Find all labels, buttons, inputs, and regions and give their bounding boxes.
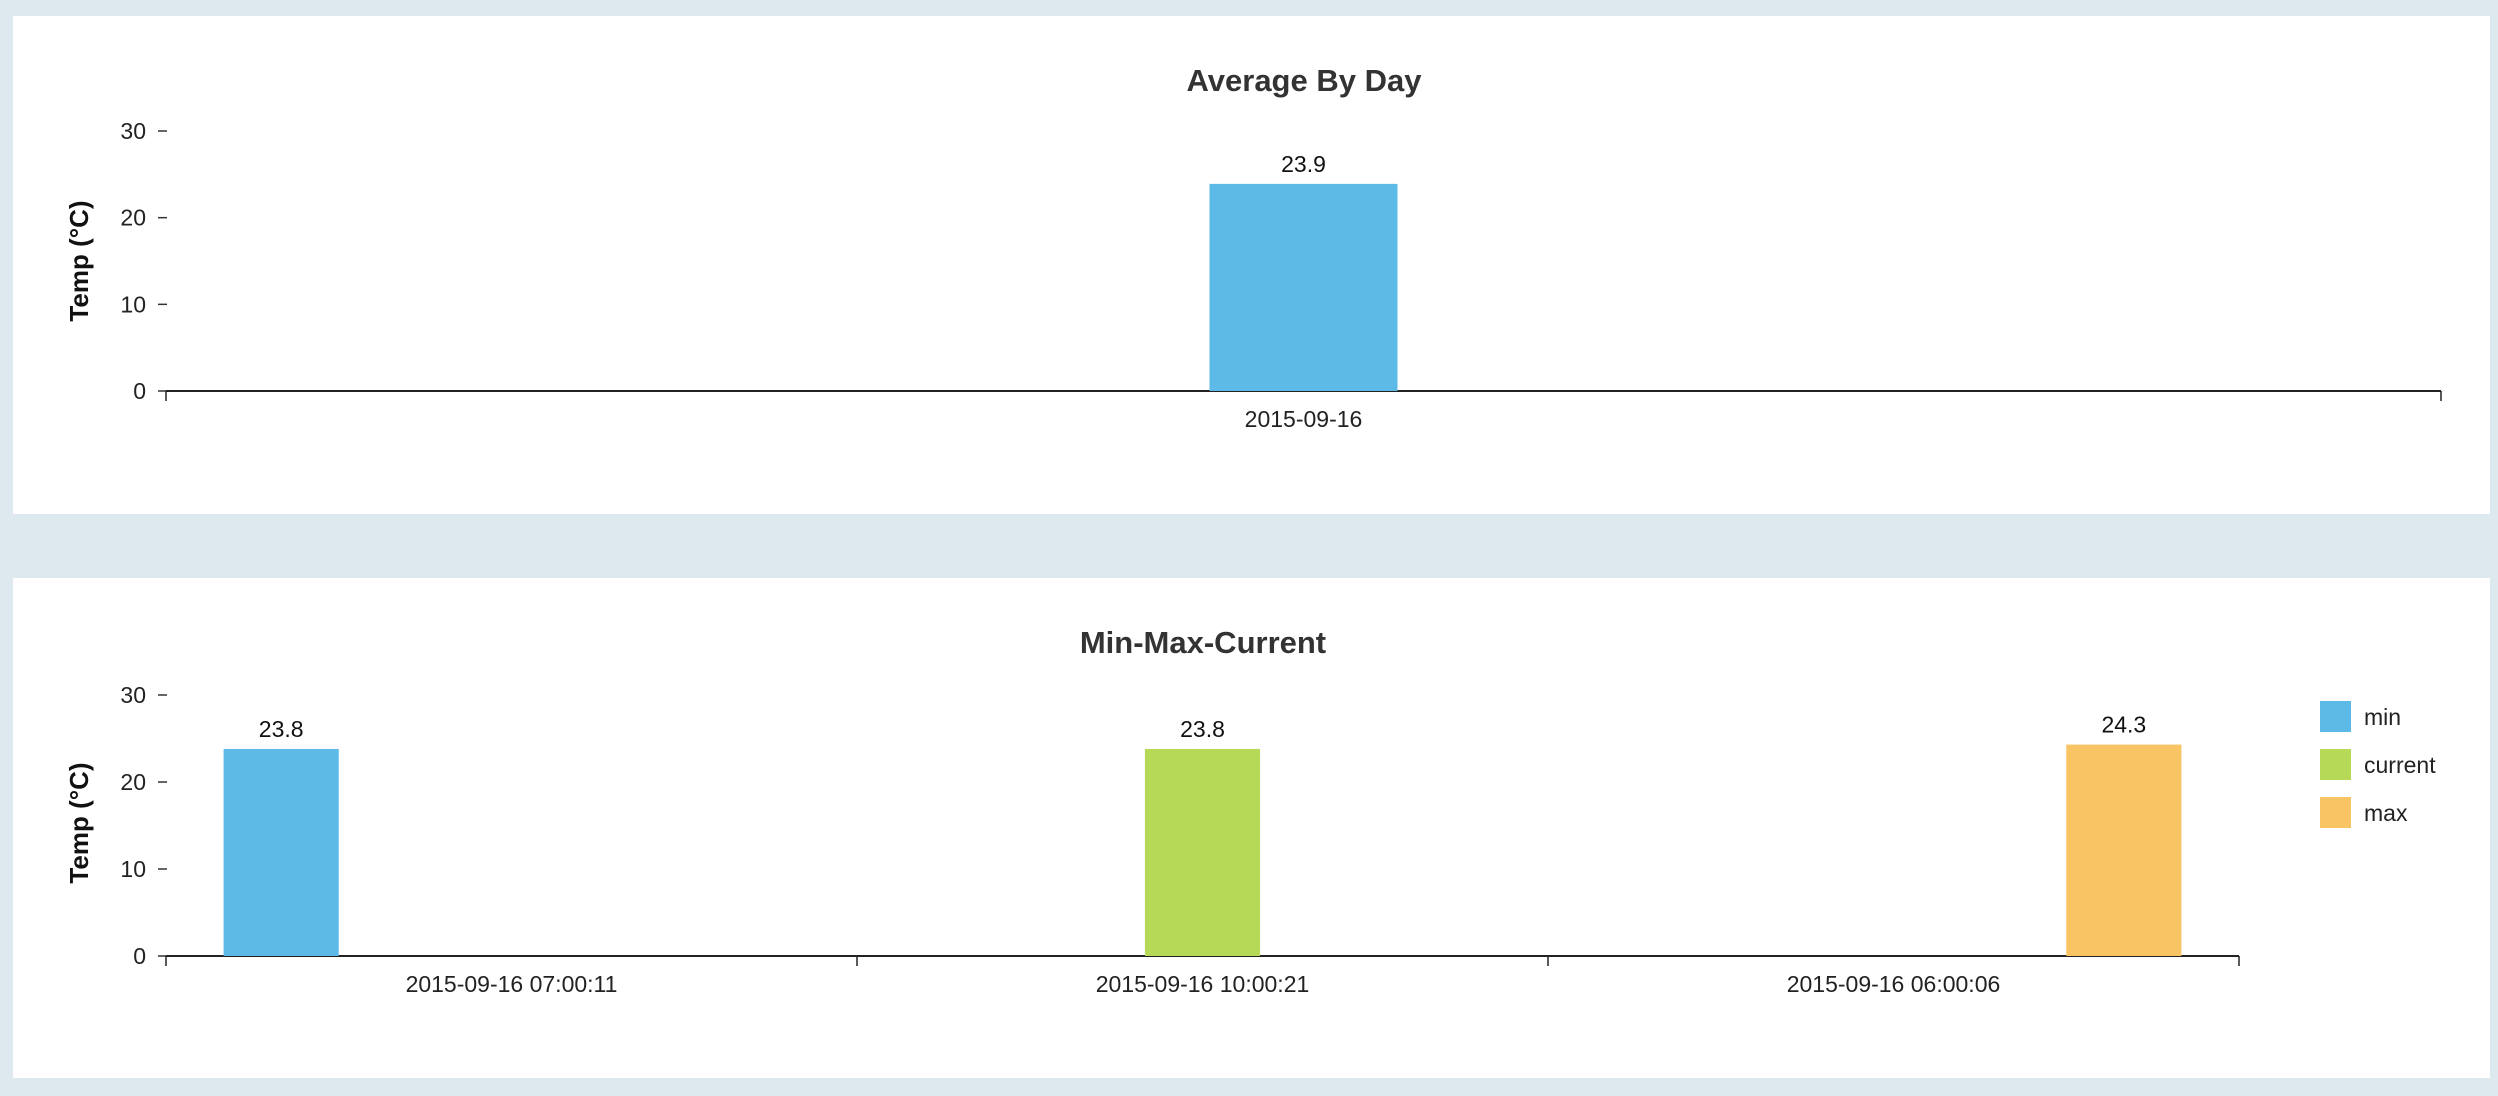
min-max-current-chart: Min-Max-Current Temp (°C) 0 10 20 30 2015-09…	[64, 625, 2436, 997]
y-tick-label: 0	[133, 378, 146, 404]
y-tick-label: 20	[120, 205, 146, 231]
legend-swatch-min	[2320, 701, 2351, 732]
x-tick-label: 2015-09-16 06:00:06	[1787, 971, 2001, 997]
y-axis-label: Temp (°C)	[64, 200, 94, 321]
legend-swatch-max	[2320, 797, 2351, 828]
y-tick-label: 30	[120, 118, 146, 144]
legend-swatch-current	[2320, 749, 2351, 780]
bar-average	[1209, 183, 1398, 391]
x-tick-label: 2015-09-16 10:00:21	[1096, 971, 1310, 997]
average-by-day-chart: Average By Day Temp (°C) 0 10 20 30 2015-09-…	[64, 63, 2442, 432]
x-tick-label: 2015-09-16	[1245, 406, 1363, 432]
bar-max	[2066, 744, 2182, 956]
chart-panel-min-max-current: Min-Max-Current Temp (°C) 0 10 20 30 2015-09…	[13, 578, 2490, 1078]
y-tick-label: 10	[120, 856, 146, 882]
legend-label-min: min	[2364, 704, 2401, 730]
chart-title: Min-Max-Current	[1080, 625, 1326, 660]
chart-panel-average-by-day: Average By Day Temp (°C) 0 10 20 30 2015-09-…	[13, 16, 2490, 514]
bar-current	[1144, 748, 1261, 956]
data-label: 23.8	[259, 716, 304, 742]
y-tick-label: 0	[133, 943, 146, 969]
y-tick-label: 30	[120, 682, 146, 708]
x-tick-label: 2015-09-16 07:00:11	[406, 971, 618, 997]
y-tick-label: 10	[120, 291, 146, 317]
chart-title: Average By Day	[1187, 63, 1423, 98]
data-label: 23.8	[1180, 716, 1225, 742]
data-label: 24.3	[2101, 712, 2146, 738]
data-label: 23.9	[1281, 151, 1326, 177]
legend: min current max	[2320, 701, 2436, 828]
legend-label-max: max	[2364, 800, 2408, 826]
y-axis-label: Temp (°C)	[64, 762, 94, 883]
legend-label-current: current	[2364, 752, 2436, 778]
bar-min	[223, 748, 339, 956]
y-tick-label: 20	[120, 769, 146, 795]
